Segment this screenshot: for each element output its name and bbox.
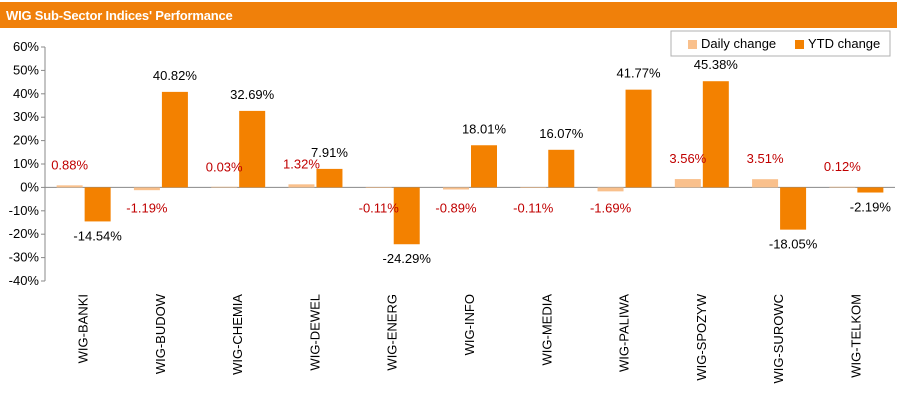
daily-change-label: -1.19% — [126, 200, 168, 215]
ytd-change-bar — [316, 168, 343, 188]
daily-change-bar — [829, 186, 856, 188]
category-label: WIG-PALIWA — [617, 294, 632, 372]
daily-change-bar — [365, 187, 392, 188]
ytd-change-label: -24.29% — [383, 251, 432, 266]
daily-change-bar — [211, 186, 238, 188]
y-tick-label: 20% — [13, 133, 39, 148]
daily-change-bar — [133, 187, 160, 191]
ytd-change-label: 40.82% — [153, 68, 198, 83]
ytd-change-label: 32.69% — [230, 87, 275, 102]
y-tick-label: 50% — [13, 62, 39, 77]
y-tick-label: 60% — [13, 39, 39, 54]
y-tick-label: -20% — [9, 226, 40, 241]
category-label: WIG-BUDOW — [153, 293, 168, 374]
daily-change-label: -0.89% — [435, 200, 477, 215]
y-tick-label: 10% — [13, 156, 39, 171]
legend-label-ytd: YTD change — [808, 36, 880, 51]
y-tick-label: -30% — [9, 250, 40, 265]
daily-change-label: 3.51% — [747, 151, 784, 166]
daily-change-label: -0.11% — [513, 200, 554, 215]
ytd-change-label: 16.07% — [539, 126, 584, 141]
ytd-change-bar — [84, 187, 111, 222]
daily-change-bar — [288, 184, 315, 188]
daily-change-bar — [443, 187, 469, 190]
ytd-change-label: -14.54% — [73, 228, 122, 243]
category-label: WIG-ENERG — [385, 294, 400, 371]
legend-swatch-ytd — [795, 40, 804, 49]
ytd-change-bar — [548, 149, 575, 188]
daily-change-bar — [597, 187, 624, 192]
y-tick-label: -10% — [9, 203, 40, 218]
ytd-change-bar — [239, 110, 266, 188]
chart-title: WIG Sub-Sector Indices' Performance — [6, 8, 233, 23]
ytd-change-bar — [393, 187, 420, 245]
legend-box — [670, 30, 891, 57]
daily-change-label: 0.03% — [206, 159, 243, 174]
daily-change-bar — [674, 179, 701, 188]
daily-change-label: 0.12% — [824, 159, 861, 174]
category-label: WIG-INFO — [462, 294, 477, 355]
ytd-change-label: -2.19% — [850, 200, 892, 215]
y-tick-label: 30% — [13, 109, 39, 124]
category-label: WIG-DEWEL — [307, 294, 322, 371]
daily-change-label: -1.69% — [590, 200, 632, 215]
daily-change-bar — [56, 185, 83, 188]
ytd-change-bar — [857, 187, 884, 193]
category-label: WIG-SPOZYW — [694, 293, 709, 380]
category-label: WIG-TELKOM — [848, 294, 863, 378]
category-label: WIG-MEDIA — [539, 294, 554, 366]
daily-change-bar — [752, 179, 779, 188]
ytd-change-label: -18.05% — [769, 237, 818, 252]
legend-swatch-daily — [688, 40, 697, 49]
daily-change-label: -0.11% — [359, 200, 400, 215]
ytd-change-bar — [702, 81, 729, 188]
legend-label-daily: Daily change — [701, 36, 776, 51]
ytd-change-bar — [780, 187, 807, 230]
ytd-change-bar — [161, 91, 188, 188]
daily-change-label: 1.32% — [283, 156, 320, 171]
daily-change-bar — [520, 187, 547, 188]
y-tick-label: 0% — [20, 179, 39, 194]
ytd-change-label: 18.01% — [462, 121, 507, 136]
y-tick-label: 40% — [13, 86, 39, 101]
y-tick-label: -40% — [9, 273, 40, 288]
ytd-change-bar — [625, 89, 652, 188]
ytd-change-bar — [471, 145, 497, 188]
category-label: WIG-SUROWC — [771, 294, 786, 384]
category-label: WIG-BANKI — [76, 294, 91, 363]
category-label: WIG-CHEMIA — [230, 294, 245, 375]
ytd-change-label: 41.77% — [616, 66, 661, 81]
daily-change-label: 0.88% — [51, 157, 88, 172]
daily-change-label: 3.56% — [669, 151, 706, 166]
chart-header-bar: WIG Sub-Sector Indices' Performance — [0, 2, 897, 28]
ytd-change-label: 7.91% — [311, 145, 348, 160]
ytd-change-label: 45.38% — [694, 57, 739, 72]
